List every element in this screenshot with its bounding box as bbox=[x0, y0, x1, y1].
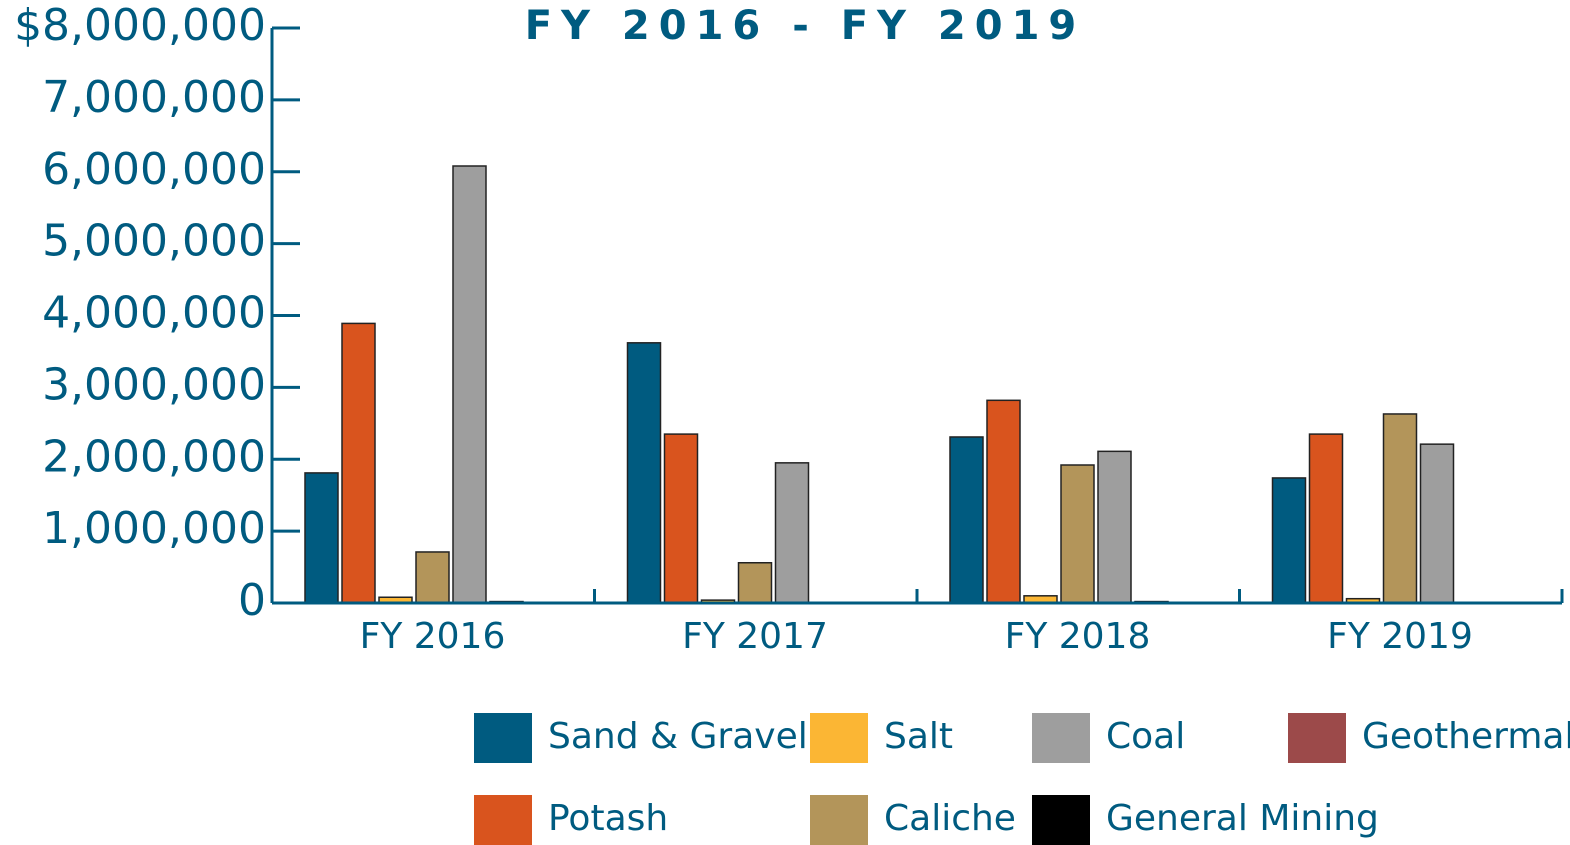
legend-swatch bbox=[1288, 713, 1346, 763]
bar bbox=[663, 433, 699, 604]
bar bbox=[986, 399, 1021, 604]
x-tick-label: FY 2019 bbox=[1327, 616, 1473, 657]
legend-label: Salt bbox=[884, 716, 953, 757]
legend-swatch bbox=[1032, 795, 1090, 845]
y-tick-label: 6,000,000 bbox=[42, 144, 266, 195]
bar bbox=[304, 472, 339, 604]
legend-swatch bbox=[810, 795, 868, 845]
y-tick-label: 2,000,000 bbox=[42, 431, 266, 482]
legend-label: Sand & Gravel bbox=[548, 716, 808, 757]
y-tick-label: 0 bbox=[238, 575, 266, 626]
bar bbox=[1419, 443, 1455, 604]
y-tick-label: 7,000,000 bbox=[42, 72, 266, 123]
bar bbox=[1308, 433, 1344, 604]
y-tick-label: 5,000,000 bbox=[42, 216, 266, 267]
legend-label: Caliche bbox=[884, 798, 1016, 839]
bar bbox=[1060, 464, 1095, 604]
bar bbox=[341, 322, 376, 604]
bar bbox=[774, 462, 810, 604]
legend-swatch bbox=[1032, 713, 1090, 763]
bar bbox=[737, 562, 773, 604]
x-tick-label: FY 2016 bbox=[360, 616, 506, 657]
y-tick-label: 4,000,000 bbox=[42, 288, 266, 339]
legend-label: Coal bbox=[1106, 716, 1185, 757]
bar bbox=[1097, 450, 1132, 604]
chart-title: FY 2016 - FY 2019 bbox=[525, 3, 1086, 49]
bar bbox=[949, 436, 984, 604]
legend-swatch bbox=[474, 795, 532, 845]
bar bbox=[452, 165, 487, 604]
legend-label: General Mining bbox=[1106, 798, 1379, 839]
bar bbox=[415, 551, 450, 604]
legend-swatch bbox=[474, 713, 532, 763]
bar bbox=[626, 342, 662, 604]
y-tick-label: $8,000,000 bbox=[14, 0, 266, 51]
y-tick-label: 1,000,000 bbox=[42, 503, 266, 554]
legend-label: Geothermal bbox=[1362, 716, 1570, 757]
x-tick-label: FY 2017 bbox=[682, 616, 828, 657]
legend-label: Potash bbox=[548, 798, 668, 839]
y-tick-label: 3,000,000 bbox=[42, 359, 266, 410]
legend-swatch bbox=[810, 713, 868, 763]
x-tick-label: FY 2018 bbox=[1005, 616, 1151, 657]
bar bbox=[1271, 477, 1307, 604]
bar bbox=[1382, 413, 1418, 604]
